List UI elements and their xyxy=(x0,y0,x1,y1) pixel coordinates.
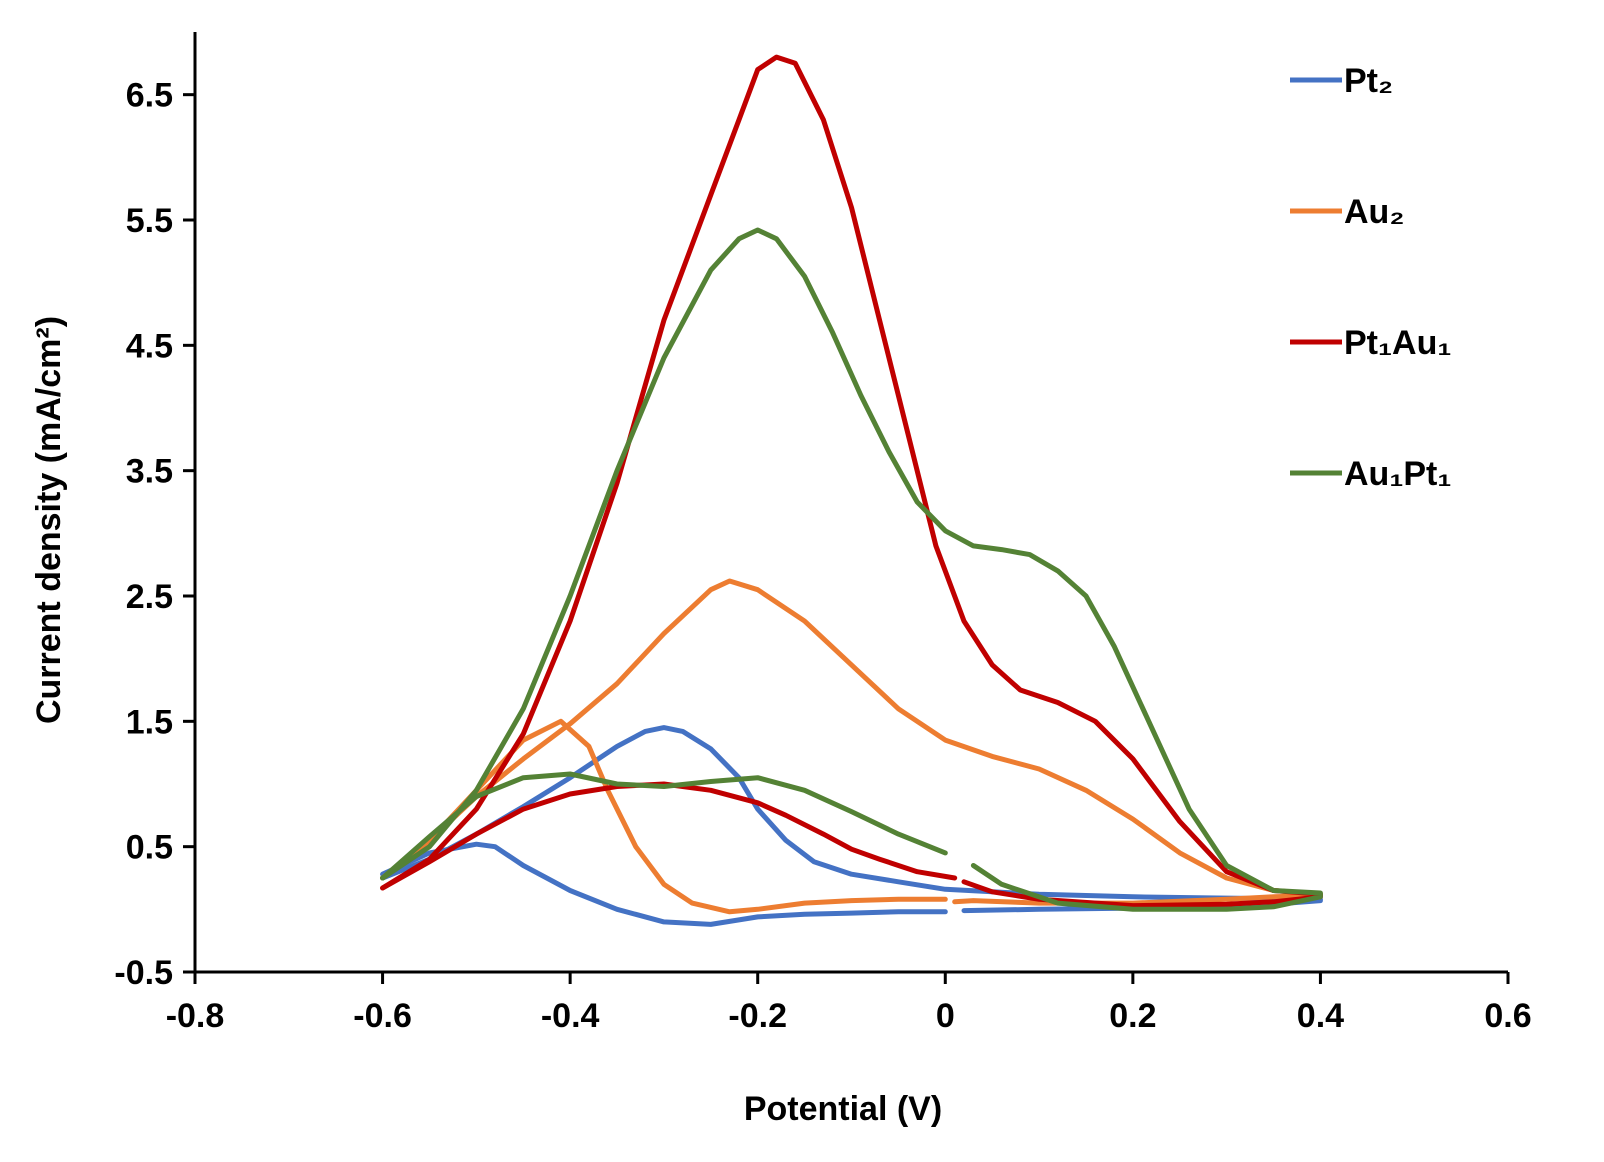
series-line xyxy=(380,841,948,927)
series-line xyxy=(380,227,1323,912)
series-1 xyxy=(380,578,1323,915)
y-tick-label: 5.5 xyxy=(126,202,173,240)
series-line xyxy=(380,718,948,915)
x-tick-label: 0.6 xyxy=(1484,997,1531,1035)
x-tick-label: 0 xyxy=(936,997,955,1035)
y-tick-label: 4.5 xyxy=(126,327,173,365)
y-tick-label: -0.5 xyxy=(114,954,173,992)
x-tick-label: -0.6 xyxy=(353,997,412,1035)
legend-label: Pt₁Au₁ xyxy=(1344,324,1451,362)
legend: Pt₂ Au₂ Pt₁Au₁ Au₁Pt₁ xyxy=(1290,62,1451,493)
x-axis: -0.8 -0.6 -0.4 -0.2 0 0.2 0.4 0.6 xyxy=(166,970,1532,1035)
x-tick-label: -0.4 xyxy=(541,997,600,1035)
series-line xyxy=(380,578,1323,906)
y-tick-label: 3.5 xyxy=(126,453,173,491)
y-tick-label: 6.5 xyxy=(126,77,173,115)
y-tick-label: 0.5 xyxy=(126,829,173,867)
x-tick-label: -0.8 xyxy=(166,997,225,1035)
x-axis-title: Potential (V) xyxy=(744,1090,942,1128)
series-line xyxy=(380,771,948,881)
series-layer xyxy=(380,54,1323,927)
y-tick-label: 2.5 xyxy=(126,578,173,616)
legend-label: Au₂ xyxy=(1344,193,1404,231)
y-axis: -0.5 0.5 1.5 2.5 3.5 4.5 5.5 6.5 xyxy=(114,32,197,992)
series-3 xyxy=(380,227,1323,912)
legend-label: Pt₂ xyxy=(1344,62,1393,100)
series-line xyxy=(380,781,958,891)
x-tick-label: -0.2 xyxy=(728,997,787,1035)
x-tick-label: 0.2 xyxy=(1109,997,1156,1035)
x-tick-label: 0.4 xyxy=(1297,997,1344,1035)
legend-label: Au₁Pt₁ xyxy=(1344,455,1451,493)
y-axis-title: Current density (mA/cm²) xyxy=(30,316,68,724)
y-tick-label: 1.5 xyxy=(126,703,173,741)
